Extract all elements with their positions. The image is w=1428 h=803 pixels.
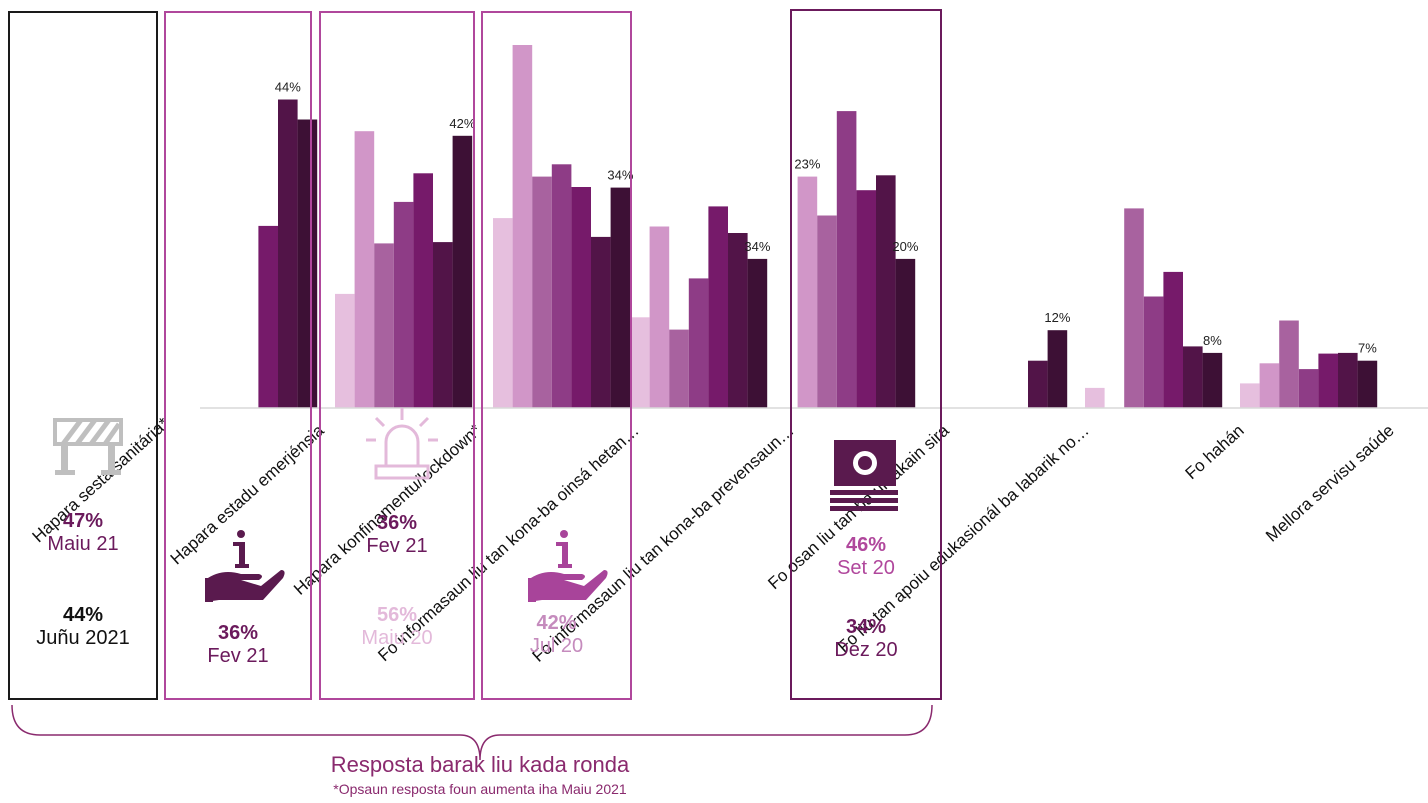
bar-1-6 — [297, 119, 318, 408]
annotation-label: Jul 20 — [529, 635, 584, 657]
annotation-osan-dez: 34% Dez 20 — [790, 616, 942, 662]
highlight-box-informasaun — [481, 11, 632, 700]
annotation-label: Dez 20 — [834, 639, 898, 661]
annotation-label: Fev 21 — [366, 535, 428, 557]
bar-3-2 — [532, 176, 552, 408]
data-label: 42% — [449, 116, 475, 131]
annotation-informasaun: 42% Jul 20 — [481, 612, 632, 658]
bar-8-1 — [1259, 363, 1280, 408]
annotation-pct: 56% — [376, 604, 418, 626]
bar-3-1 — [512, 45, 533, 408]
bar-8-6 — [1357, 360, 1378, 408]
money-stack-icon — [830, 440, 898, 511]
annotation-label: Juñu 2021 — [36, 627, 130, 649]
bar-8-0 — [1240, 383, 1260, 408]
bar-5-6 — [895, 258, 916, 408]
bar-7-5 — [1183, 346, 1203, 408]
bar-5-1 — [797, 176, 818, 408]
bar-7-3 — [1143, 296, 1164, 408]
annotation-pct: 46% — [845, 534, 887, 556]
bar-4-1 — [649, 226, 670, 408]
data-label: 34% — [744, 239, 770, 254]
bar-7-6 — [1202, 352, 1223, 408]
grouping-brace — [11, 704, 933, 761]
bar-2-6 — [452, 135, 473, 409]
annotation-label: Fev 21 — [207, 645, 269, 667]
bar-7-4 — [1163, 271, 1183, 408]
footer-title: Resposta barak liu kada ronda — [330, 752, 630, 777]
bar-4-6 — [747, 258, 768, 408]
bar-4-0 — [630, 317, 650, 409]
annotation-label: Maiu 20 — [361, 627, 433, 649]
highlight-box-osan — [790, 9, 942, 700]
annotation-pct: 34% — [845, 616, 887, 638]
highlight-box-konfinamentu — [319, 11, 475, 700]
bar-4-4 — [708, 206, 728, 408]
annotation-pct: 36% — [376, 512, 418, 534]
data-label: 44% — [275, 80, 301, 95]
bar-2-5 — [433, 242, 453, 408]
data-label: 23% — [794, 157, 820, 172]
annotation-osan-set: 46% Set 20 — [790, 534, 942, 580]
annotation-konfinamentu-maiu: 56% Maiu 20 — [319, 604, 475, 650]
annotation-label: Maiu 21 — [47, 533, 119, 555]
footer-note: *Opsaun resposta foun aumenta iha Maiu 2… — [333, 781, 627, 797]
annotation-pct: 36% — [217, 622, 259, 644]
data-label: 8% — [1203, 333, 1222, 348]
bar-8-3 — [1298, 369, 1319, 408]
annotation-konfinamentu-fev: 36% Fev 21 — [319, 512, 475, 558]
data-label: 20% — [892, 239, 918, 254]
bar-8-2 — [1279, 320, 1299, 408]
bar-4-2 — [669, 329, 689, 408]
bar-8-4 — [1318, 353, 1338, 409]
bar-4-5 — [728, 233, 748, 408]
info-hand-icon — [205, 530, 285, 602]
bar-5-5 — [876, 175, 896, 408]
bar-7-0 — [1085, 387, 1105, 408]
bars-layer — [258, 45, 1378, 409]
bar-2-0 — [335, 293, 355, 408]
bar-3-0 — [493, 218, 513, 408]
category-label: Mellora servisu saúde — [1262, 421, 1398, 546]
road-barrier-icon — [53, 418, 123, 475]
bar-8-5 — [1338, 352, 1358, 408]
bar-2-1 — [354, 131, 375, 408]
data-labels-layer: 44% 42% 34% 34% 23% 20% 12% 8% 7% — [275, 80, 1377, 356]
highlight-box-emerjensia — [164, 11, 312, 700]
annotation-pct: 47% — [62, 510, 104, 532]
annotation-pct: 44% — [62, 604, 104, 626]
bar-7-2 — [1124, 208, 1144, 408]
bar-5-4 — [856, 190, 876, 408]
highlight-box-sesta — [8, 11, 158, 700]
bar-1-5 — [278, 99, 298, 408]
annotation-sesta-maiu: 47% Maiu 21 — [8, 510, 158, 556]
category-label: Fo hahán — [1182, 421, 1248, 483]
bar-3-5 — [591, 236, 611, 408]
bar-4-3 — [688, 278, 709, 408]
bar-5-2 — [817, 215, 837, 408]
bar-5-3 — [836, 111, 857, 408]
data-label: 7% — [1358, 341, 1377, 356]
bar-6-5 — [1028, 360, 1048, 408]
annotation-emerjensia: 36% Fev 21 — [164, 622, 312, 668]
bar-2-4 — [413, 173, 433, 408]
siren-icon — [366, 408, 438, 480]
bar-6-6 — [1047, 330, 1068, 408]
data-label: 34% — [607, 168, 633, 183]
annotation-sesta-junu: 44% Juñu 2021 — [8, 604, 158, 650]
data-label: 12% — [1044, 310, 1070, 325]
bar-3-4 — [571, 187, 591, 408]
bar-3-3 — [551, 164, 572, 408]
annotation-pct: 42% — [536, 612, 577, 634]
annotation-label: Set 20 — [837, 557, 895, 579]
icons-layer — [53, 408, 898, 602]
bar-1-4 — [258, 225, 278, 408]
bar-2-3 — [393, 201, 414, 408]
bar-3-6 — [610, 187, 631, 408]
bar-2-2 — [374, 243, 394, 408]
info-hand-icon — [528, 530, 608, 602]
